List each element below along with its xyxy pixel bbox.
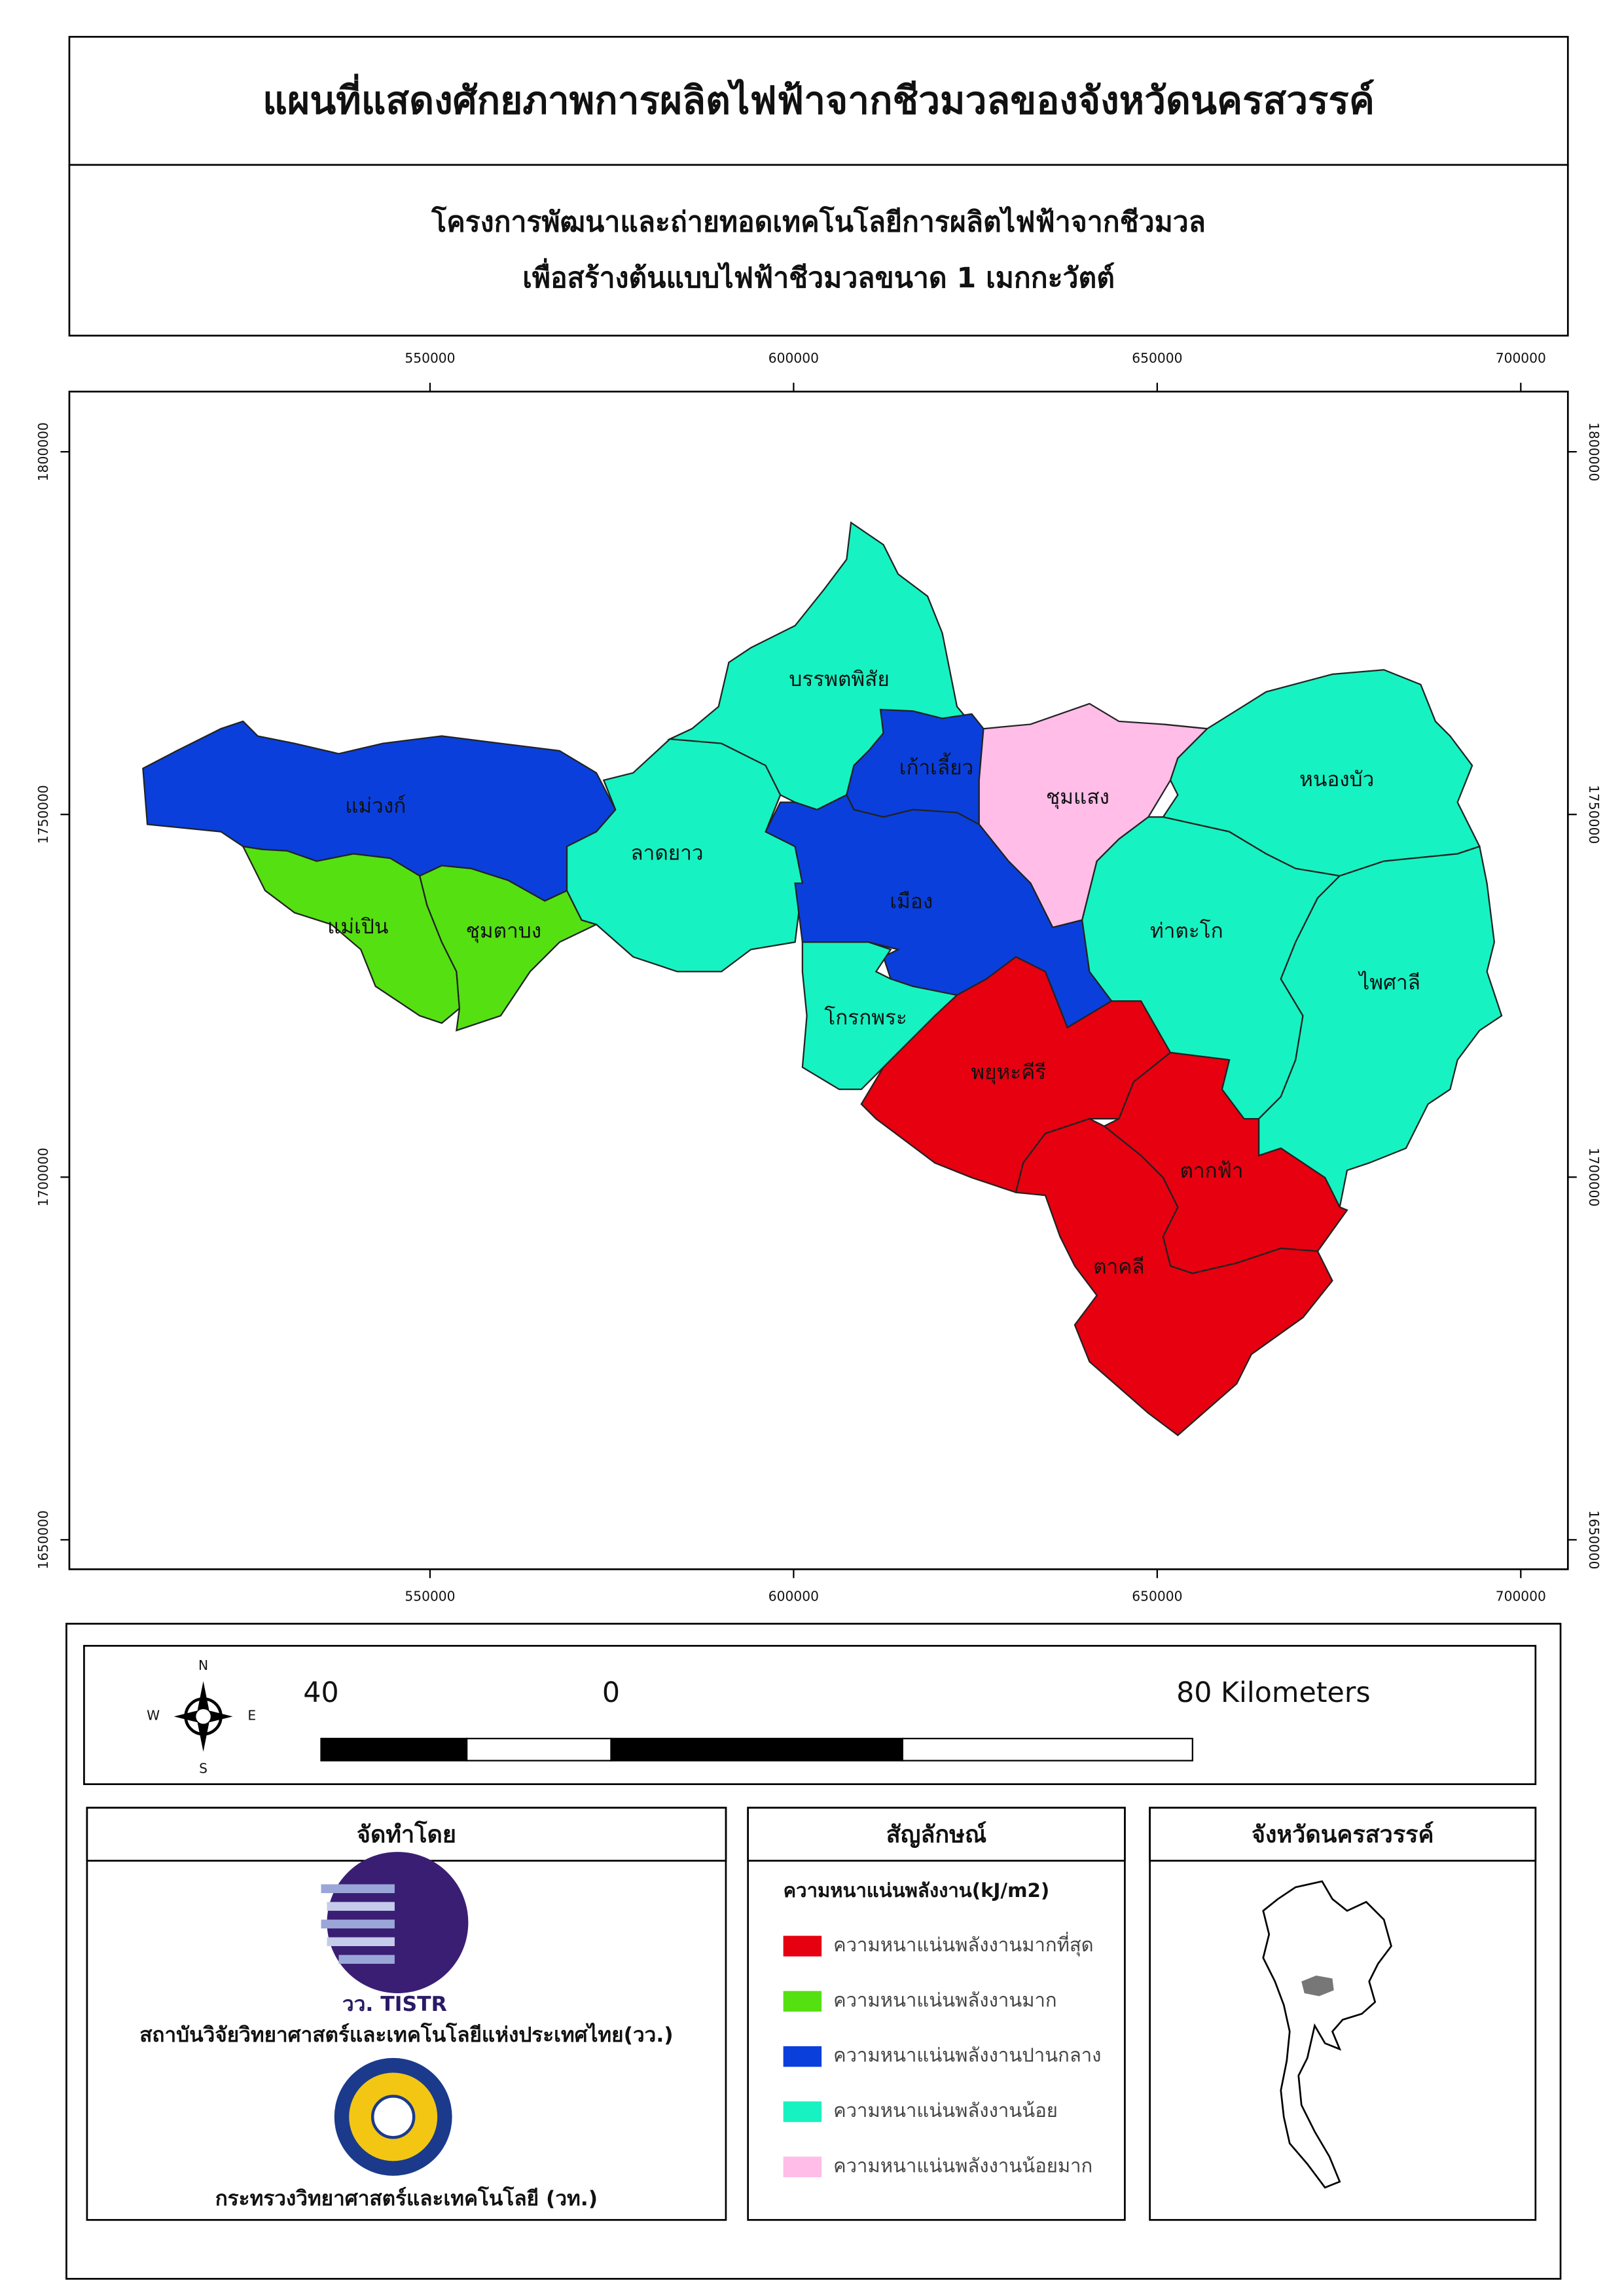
ministry-seal [334,2057,452,2176]
x-tick-label: 700000 [1496,1589,1546,1604]
compass-n: N [198,1657,208,1673]
compass-e: E [247,1708,256,1724]
district-label: เมือง [890,890,933,914]
x-tick-label: 600000 [768,1589,819,1604]
x-tick-label: 650000 [1132,350,1182,366]
logo-stripe [321,1919,395,1929]
scale-box [83,1644,1537,1785]
legend-swatch [783,2156,822,2178]
province-highlight [1301,1975,1334,1997]
legend-header [747,1807,1126,1862]
subtitle: โครงการพัฒนาและถ่ายทอดเทคโนโลยีการผลิตไฟ… [431,204,1206,238]
legend-label: ความหนาแน่นพลังงานน้อย [833,2099,1058,2122]
legend-label: ความหนาแน่นพลังงานปานกลาง [833,2044,1101,2067]
legend-label: ความหนาแน่นพลังงานมากที่สุด [833,1932,1094,1957]
subtitle: เพื่อสร้างต้นแบบไฟฟ้าชีวมวลขนาด 1 เมกกะว… [522,258,1115,295]
district-label: โกรกพระ [824,1005,907,1030]
scale-bar: 40 0 80 Kilometers [303,1676,1371,1762]
district-label: ตากฟ้า [1180,1159,1244,1183]
logo-text: วว. TISTR [342,1993,447,2016]
legend: ความหนาแน่นพลังงานมากที่สุดความหนาแน่นพล… [783,1932,1101,2178]
compass-center [196,1708,211,1724]
legend-title: สัญลักษณ์ [886,1820,987,1848]
y-tick-label: 1700000 [35,1148,51,1206]
x-tick-label: 550000 [405,350,455,366]
seal-core [370,2095,416,2139]
compass-s: S [199,1761,208,1777]
scale-label: 0 [602,1676,620,1709]
compass-w: W [147,1708,160,1724]
district-label: หนองบัว [1299,768,1374,791]
legend-swatch [783,2046,822,2067]
locator-map [1262,1880,1392,2189]
y-tick-label: 1800000 [1586,422,1602,481]
district-area [1257,845,1503,1210]
legend-label: ความหนาแน่นพลังงานน้อยมาก [833,2154,1092,2177]
org-name: กระทรวงวิทยาศาสตร์และเทคโนโลยี (วท.) [215,2186,598,2211]
producer-title: จัดทำโดย [357,1820,456,1848]
scale-segment [901,1737,1193,1762]
y-tick-label: 1750000 [1586,785,1602,844]
district-label: เก้าเลี้ยว [899,752,974,780]
district-label: ไพศาลี [1357,970,1420,994]
y-tick-label: 1750000 [35,785,51,844]
scale-segment [610,1737,903,1762]
logo-stripe [327,1902,395,1911]
title: แผนที่แสดงศักยภาพการผลิตไฟฟ้าจากชีวมวลขอ… [262,74,1375,123]
logo-stripe [338,1955,395,1964]
x-tick-label: 700000 [1496,350,1546,366]
x-tick-label: 650000 [1132,1589,1182,1604]
district-label: บรรพตพิสัย [789,668,889,691]
graticule-ticks: 550000 550000 600000 600000 650000 650000 7000… [35,350,1602,1604]
district-area [418,865,599,1032]
legend-swatch [783,1936,822,1957]
district-label: แม่วงก์ [345,794,406,818]
y-tick-label: 1650000 [35,1510,51,1569]
thailand-outline [1262,1880,1392,2189]
legend-swatch [783,2101,822,2122]
district-label: ชุมแสง [1046,786,1110,810]
logo-stripe [321,1884,395,1894]
legend-subtitle: ความหนาแน่นพลังงาน(kJ/m2) [784,1879,1050,1902]
compass: N W E S [147,1657,256,1776]
district-label: ชุมตาบง [466,920,542,944]
logo-stripe [327,1937,395,1947]
district-label: พยุหะคีรี [971,1060,1046,1085]
scale-segment [466,1737,612,1762]
legend-swatch [783,1991,822,2012]
org-name: สถาบันวิจัยวิทยาศาสตร์และเทคโนโลยีแห่งปร… [139,2022,673,2047]
x-tick-label: 550000 [405,1589,455,1604]
subtitle-box [68,164,1569,337]
y-tick-label: 1700000 [1586,1148,1602,1206]
legend-panel [747,1807,1126,2221]
legend-label: ความหนาแน่นพลังงานมาก [833,1989,1056,2011]
y-tick-label: 1800000 [35,422,51,481]
locator-header [1149,1807,1537,1862]
producer-header [86,1807,727,1862]
scale-label: 80 Kilometers [1176,1676,1371,1709]
y-tick-label: 1650000 [1586,1510,1602,1569]
x-tick-label: 600000 [768,350,819,366]
scale-segment [320,1737,468,1762]
district-area [1015,1117,1333,1437]
tistr-logo: วว. TISTR [321,1852,469,2016]
districts: แม่วงก์แม่เปิน ชุมตาบง ลาดยาว บรรพตพิสัยเก้… [142,521,1503,1437]
district-label: ท่าตะโก [1150,919,1223,943]
locator-title: จังหวัดนครสวรรค์ [1252,1820,1434,1848]
district-label: ตาคลี [1093,1255,1144,1278]
scale-label: 40 [303,1676,338,1709]
district-label: แม่เปิน [327,915,388,939]
title-box [68,35,1569,166]
district-label: ลาดยาว [630,841,703,865]
